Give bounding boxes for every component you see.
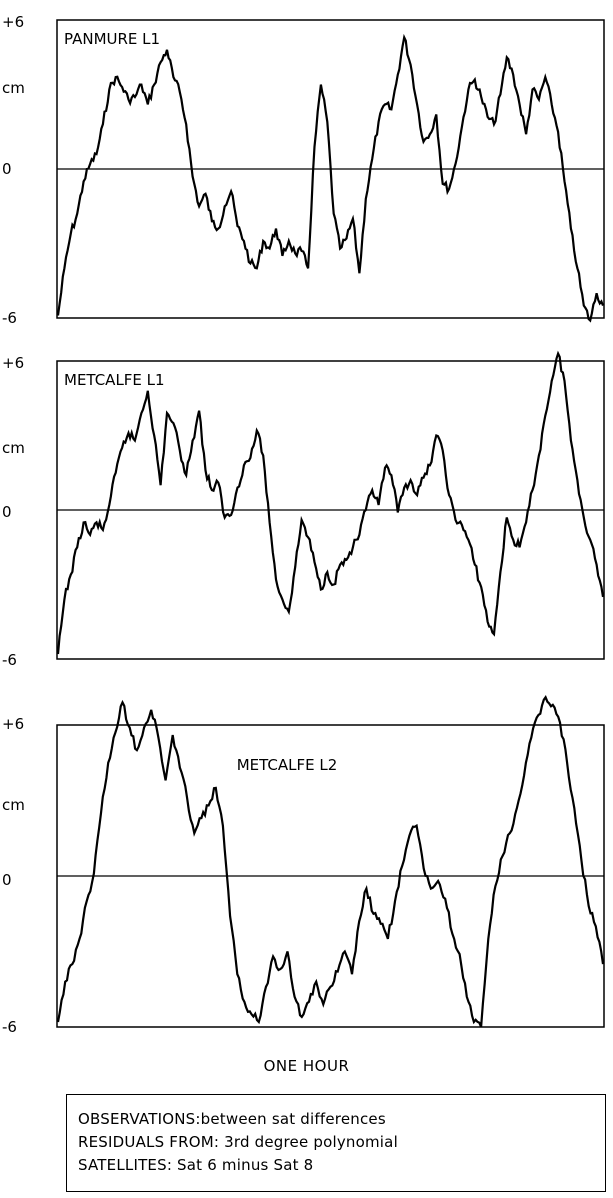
y-tick-bottom: -6	[2, 1018, 17, 1036]
y-axis-unit: cm	[2, 439, 25, 457]
y-tick-zero: 0	[2, 160, 12, 178]
chart-panel-3: METCALFE L2 +6 cm 0 -6	[2, 695, 605, 1036]
panel-title: METCALFE L1	[64, 371, 165, 389]
note-residuals: RESIDUALS FROM: 3rd degree polynomial	[78, 1133, 398, 1151]
y-axis-unit: cm	[2, 796, 25, 814]
y-tick-top: +6	[2, 715, 24, 733]
y-tick-zero: 0	[2, 871, 12, 889]
x-axis-label: ONE HOUR	[263, 1057, 350, 1075]
panel-title: METCALFE L2	[237, 756, 338, 774]
y-tick-top: +6	[2, 13, 24, 31]
y-tick-zero: 0	[2, 503, 12, 521]
residual-series-line	[56, 695, 605, 1028]
residual-series-line	[56, 33, 605, 323]
y-tick-bottom: -6	[2, 309, 17, 327]
y-tick-top: +6	[2, 354, 24, 372]
y-axis-unit: cm	[2, 79, 25, 97]
note-satellites: SATELLITES: Sat 6 minus Sat 8	[78, 1156, 314, 1174]
chart-panel-1: PANMURE L1 +6 cm 0 -6	[2, 13, 605, 327]
note-observations: OBSERVATIONS:between sat differences	[78, 1110, 386, 1128]
notes-box: OBSERVATIONS:between sat differences RES…	[66, 1094, 606, 1192]
y-tick-bottom: -6	[2, 651, 17, 669]
panel-title: PANMURE L1	[64, 30, 160, 48]
chart-panel-2: METCALFE L1 +6 cm 0 -6	[2, 350, 605, 669]
residual-series-line	[56, 350, 605, 655]
title-background	[217, 755, 357, 775]
